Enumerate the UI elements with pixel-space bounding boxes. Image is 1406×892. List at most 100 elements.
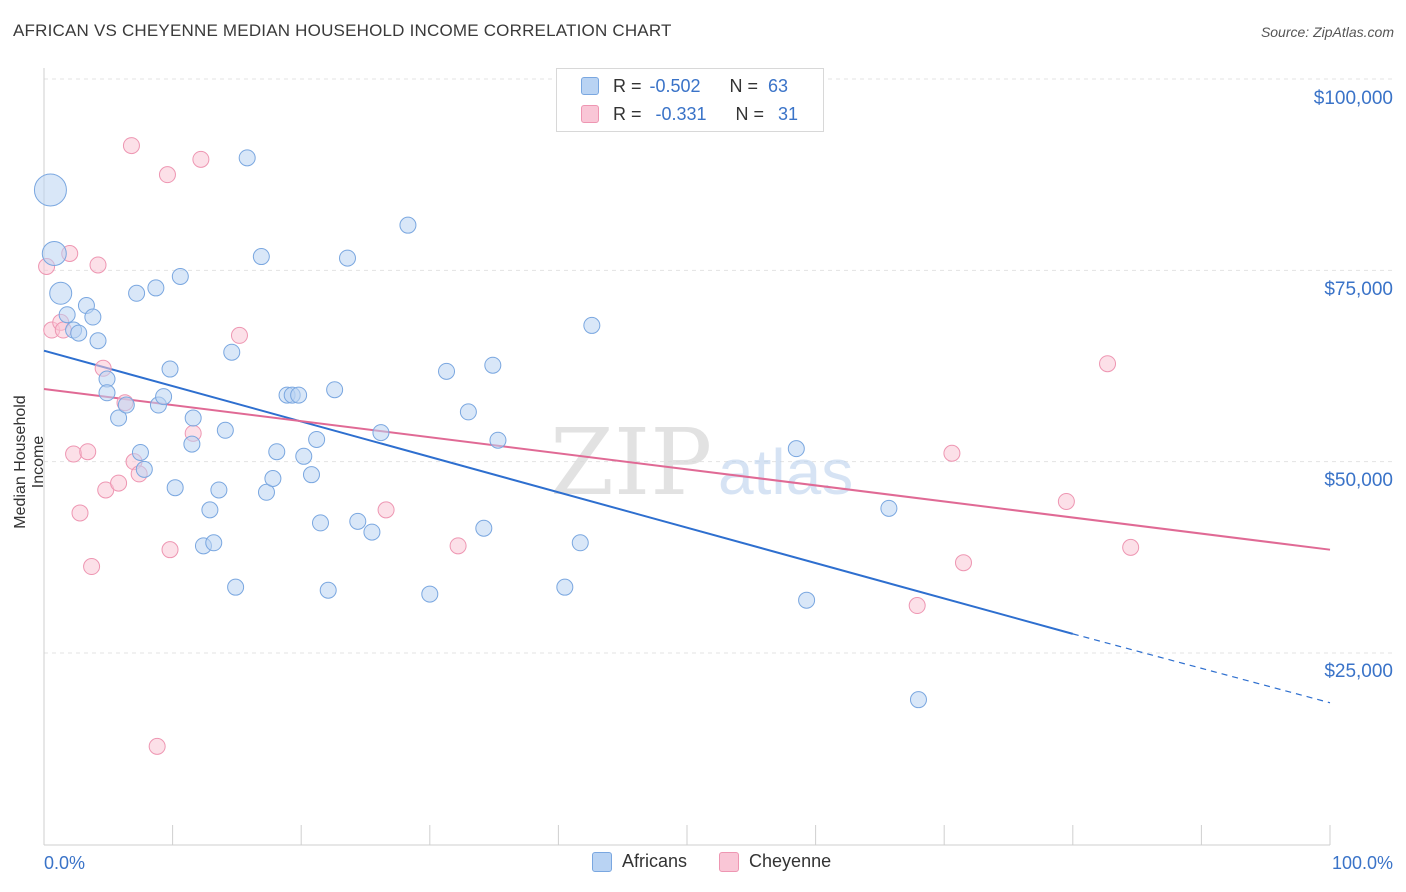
africans-point: [319, 581, 337, 599]
y-tick-label: $50,000: [1324, 470, 1393, 491]
africans-point: [372, 424, 390, 442]
africans-point: [89, 332, 107, 350]
cheyenne-point: [158, 166, 176, 184]
africans-point: [571, 534, 589, 552]
africans-point: [128, 284, 146, 302]
tick-labels: $25,000 $50,000 $75,000 $100,000 0.0% 100.0%: [44, 88, 1393, 873]
africans-point: [41, 240, 67, 266]
africans-point: [155, 388, 173, 406]
cheyenne-point: [1099, 355, 1117, 373]
africans-point: [252, 248, 270, 266]
africans-point: [583, 316, 601, 334]
x-tick-label: 0.0%: [44, 853, 85, 873]
cheyenne-point: [230, 326, 248, 344]
r-label: R =: [613, 103, 642, 124]
cheyenne-point: [65, 445, 83, 463]
y-tick-label: $75,000: [1324, 279, 1393, 300]
africans-point: [489, 431, 507, 449]
africans-point: [135, 460, 153, 478]
cheyenne-point: [83, 558, 101, 576]
africans-point: [556, 578, 574, 596]
source-label: Source: ZipAtlas.com: [1260, 24, 1394, 40]
africans-point: [166, 479, 184, 497]
cheyenne-legend-label: Cheyenne: [749, 851, 832, 871]
cheyenne-point: [449, 537, 467, 555]
africans-point: [484, 356, 502, 374]
cheyenne-legend-swatch: [719, 851, 740, 872]
y-tick-label: $25,000: [1324, 661, 1393, 682]
cheyenne-trend-line: [43, 387, 1331, 551]
africans-point: [295, 447, 313, 465]
africans-point: [183, 435, 201, 453]
stats-legend-row-africans: R = -0.502 N = 63: [581, 74, 788, 98]
africans-point: [84, 308, 102, 326]
watermark-atlas: atlas: [718, 436, 853, 508]
africans-point: [798, 591, 816, 609]
africans-point: [161, 360, 179, 378]
africans-point: [421, 585, 439, 603]
africans-trend-line: [43, 349, 1074, 635]
legend-item-africans: Africans: [592, 851, 687, 872]
africans-legend-swatch: [592, 851, 612, 872]
africans-point: [290, 386, 308, 404]
r-label: R =: [613, 75, 642, 96]
africans-point: [223, 343, 241, 361]
cheyenne-point: [161, 541, 179, 559]
n-label: N =: [735, 103, 765, 124]
africans-point: [363, 523, 381, 541]
cheyenne-point: [943, 444, 961, 462]
africans-point: [110, 409, 128, 427]
africans-swatch: [581, 77, 599, 95]
africans-point: [210, 481, 228, 499]
africans-point: [264, 470, 282, 488]
chart-title: AFRICAN VS CHEYENNE MEDIAN HOUSEHOLD INC…: [13, 21, 672, 40]
cheyenne-point: [1122, 538, 1140, 556]
n-value: 63: [768, 75, 789, 96]
series-legend: Africans Cheyenne: [592, 851, 863, 872]
africans-point: [227, 578, 245, 596]
cheyenne-point: [1057, 492, 1075, 510]
africans-trend-extension: [1072, 633, 1331, 704]
cheyenne-point: [377, 501, 395, 519]
cheyenne-point: [89, 256, 107, 274]
africans-point: [117, 396, 135, 414]
africans-legend-label: Africans: [622, 851, 688, 871]
africans-point: [909, 691, 927, 709]
africans-point: [184, 409, 202, 427]
africans-point: [399, 216, 417, 234]
africans-point: [349, 512, 367, 530]
y-axis-label: Median Household Income: [12, 395, 47, 529]
legend-item-cheyenne: Cheyenne: [719, 851, 831, 872]
africans-point: [257, 483, 275, 501]
africans-point: [308, 430, 326, 448]
africans-point: [880, 499, 898, 517]
cheyenne-point: [71, 504, 89, 522]
africans-point: [205, 534, 223, 552]
africans-point: [302, 466, 320, 484]
africans-point: [475, 519, 493, 537]
n-value: 31: [778, 103, 799, 124]
africans-point: [70, 324, 88, 342]
stats-legend: R = -0.502 N = 63 R = -0.331 N = 31: [556, 68, 824, 132]
africans-point: [98, 384, 116, 402]
africans-point: [49, 281, 73, 305]
africans-point: [33, 173, 67, 207]
africans-point: [131, 443, 149, 461]
watermark: ZIP atlas: [550, 409, 853, 516]
africans-point: [171, 267, 189, 285]
africans-point: [216, 421, 234, 439]
cheyenne-point: [192, 150, 210, 168]
africans-point: [438, 362, 456, 380]
africans-point: [459, 403, 477, 421]
cheyenne-swatch: [581, 105, 599, 123]
africans-point: [787, 440, 805, 458]
africans-point: [147, 279, 165, 297]
cheyenne-point: [110, 474, 128, 492]
r-value: -0.331: [655, 103, 707, 124]
africans-point: [58, 306, 76, 324]
r-value: -0.502: [649, 75, 701, 96]
africans-point: [326, 381, 344, 399]
cheyenne-point: [954, 554, 972, 572]
africans-point: [311, 514, 329, 532]
